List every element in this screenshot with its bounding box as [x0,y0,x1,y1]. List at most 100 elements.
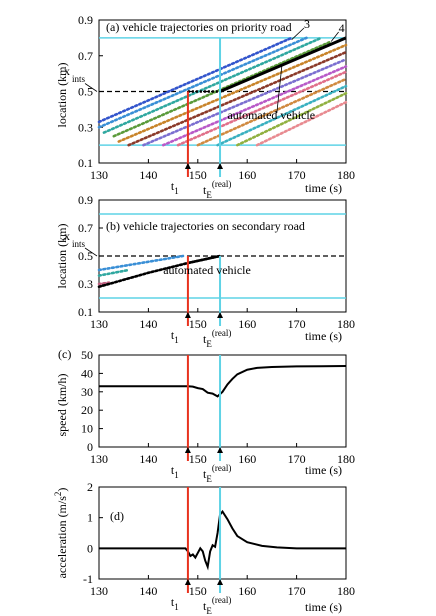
panel-b-xtick-label: 150 [189,317,207,331]
panel-a-automated-trajectory [219,36,347,93]
panel-a-x-ints-sub: ints [72,74,86,84]
panel-d-tE-sup: (real) [212,595,231,605]
panel-a-xtick-label: 170 [288,168,306,182]
panel-a-tE-sup: (real) [212,179,231,189]
panel-c-t1-label: t1 [171,463,179,480]
panel-c-t1-text: t [171,463,175,477]
panel-a-trajectory [176,70,348,147]
panel-c-label: (c) [58,347,71,361]
panel-a-xtick-label: 160 [238,168,256,182]
panel-d-xtick-label: 150 [189,584,207,598]
panel-d-frame [98,486,347,580]
panel-b-trajectory [97,254,185,272]
panel-c-t1-sub: 1 [174,470,179,480]
panel-a-trajectory [196,77,348,147]
panel-b-x-ints-arrow [84,247,98,257]
panel-d-t1-text: t [171,595,175,609]
panel-b-automated-tail [187,254,221,265]
panel-a-trajectory [236,91,348,147]
panel-c-t1-arrowhead [184,447,191,453]
panel-b-x-ints-x: x [64,229,70,243]
panel-b-xtick-label: 160 [238,317,256,331]
panel-d-xtick-label: 180 [337,584,355,598]
panel-c-ytick-label: 40 [81,366,93,380]
panel-c-xtick-label: 130 [90,452,108,466]
panel-a-ytick-label: 0.1 [78,156,93,170]
panel-b-xtick-label: 180 [337,317,355,331]
panel-a-trajectory [127,50,348,147]
panel-d-ylabel-main: acceleration (m/s [55,496,69,579]
panel-d-series-line [99,509,346,571]
panel-a-label-4: 4 [339,21,345,35]
panel-a-xtick-label: 130 [90,168,108,182]
panel-b-x-ints: x ints [64,229,86,249]
panel-a-x-ints-arrow [84,83,98,92]
panel-d-xlabel: time (s) [305,600,342,614]
panel-b-title: (b) vehicle trajectories on secondary ro… [106,219,305,233]
panel-a-x-ints: x ints [64,64,86,84]
panel-a-t1-arrowhead [184,163,191,169]
panel-d-ylabel: acceleration (m/s2) [53,488,69,579]
panel-a-t1-sub: 1 [174,186,179,196]
panel-a-xtick-label: 180 [337,168,355,182]
panel-a-trajectory [255,100,348,147]
panel-c-xtick-label: 150 [189,452,207,466]
panel-b-tE-sup: (real) [212,328,231,338]
panel-a-label-3-pointer [291,27,305,40]
panel-d-ylabel-end: ) [55,488,69,492]
panel-a-automated-label: automated vehicle [227,108,315,122]
panel-b-xtick-label: 130 [90,317,108,331]
panel-d-tE-sub: E [206,606,212,616]
panel-b-x-ints-sub: ints [72,239,86,249]
panel-d-ytick-label: 1 [87,511,93,525]
panel-a-automated-pointer [276,66,283,113]
panel-b-ytick-label: 0.3 [78,277,93,291]
panel-b-trajectory [97,281,111,286]
panel-a-t1-label: t1 [171,179,179,196]
panel-a-tE-label: tE(real) [203,179,231,200]
panel-c-xlabel: time (s) [305,463,342,477]
panel-b-t1-sub: 1 [174,335,179,345]
panel-b-xlabel: time (s) [305,329,342,343]
panel-c-xtick-label: 170 [288,452,306,466]
panel-c-ylabel: speed (km/h) [55,374,69,437]
panel-c-ytick-label: 20 [81,403,93,417]
panel-d-ytick-label: 0 [87,541,93,555]
panel-a-trajectory [117,43,348,143]
panel-c-tE-arrowhead [217,447,224,453]
panel-d-ytick-label: 2 [87,480,93,494]
panel-d-t1-arrowhead [184,579,191,585]
panel-c-ytick-label: 50 [81,348,93,362]
panel-a-trajectory [216,84,348,147]
panel-b-ylabel: location (km) [55,224,69,289]
panel-d-t1-sub: 1 [174,602,179,612]
panel-c-xtick-label: 180 [337,452,355,466]
panel-c-tE-label: tE(real) [203,463,231,484]
panel-b-automated-label: automated vehicle [163,263,251,277]
panel-c-ytick-label: 30 [81,385,93,399]
panel-b-ytick-label: 0.5 [78,249,93,263]
panel-b-t1-arrowhead [184,312,191,318]
panel-a-trajectory [142,58,348,147]
panel-b-xtick-label: 140 [139,317,157,331]
panel-c-xtick-label: 140 [139,452,157,466]
panel-a-x-ints-x: x [64,64,70,78]
panel-a-tE-arrowhead [217,163,224,169]
panel-d-tE-arrowhead [217,579,224,585]
panel-b-tE-label: tE(real) [203,328,231,349]
panel-c-tE-sup: (real) [212,463,231,473]
panel-d-ylabel-sup: 2 [53,492,63,497]
panel-a-ytick-label: 0.9 [78,13,93,27]
panel-a-trajectory [102,36,323,134]
panel-c-xtick-label: 160 [238,452,256,466]
panel-d-tE-text: t [203,599,207,613]
panel-b-tE-sub: E [206,339,212,349]
panel-a-trajectory [97,36,293,124]
panel-d-t1-label: t1 [171,595,179,612]
panel-a-t1-text: t [171,179,175,193]
panel-d-tE-label: tE(real) [203,595,231,616]
panel-b-t1-text: t [171,328,175,342]
panel-c-tE-sub: E [206,474,212,484]
